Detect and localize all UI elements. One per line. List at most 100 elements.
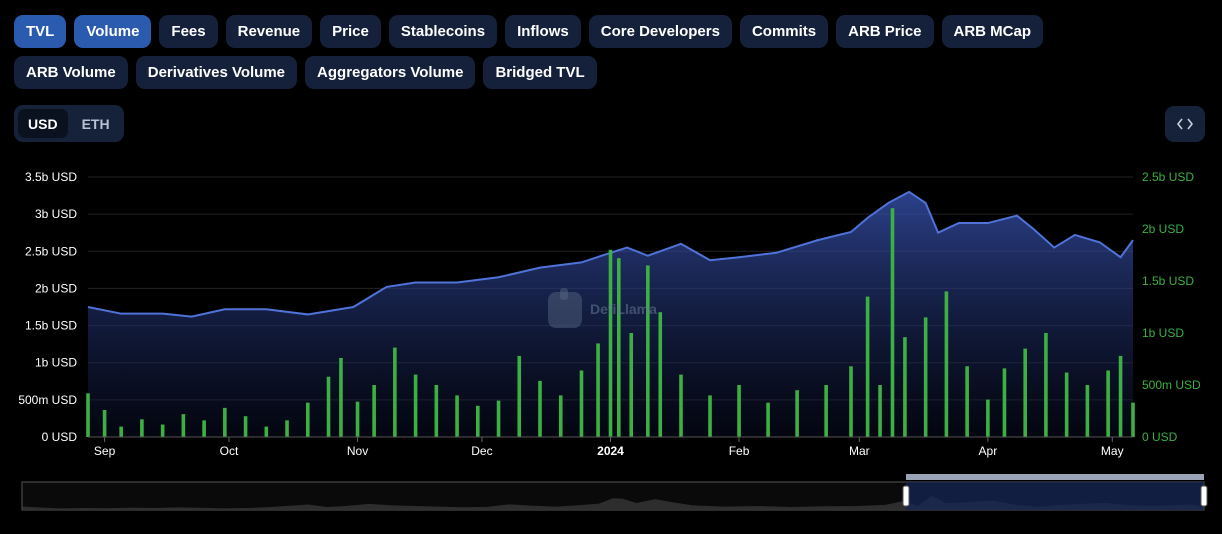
volume-bar [372, 385, 376, 437]
volume-bar [766, 402, 770, 437]
watermark-text: DefiLlama [590, 301, 657, 317]
volume-series [86, 208, 1135, 437]
volume-bar [865, 296, 870, 437]
watermark: DefiLlama [548, 288, 657, 328]
right-tick-label: 500m USD [1142, 378, 1201, 392]
currency-usd-option[interactable]: USD [18, 109, 68, 138]
x-tick-label: 2024 [597, 444, 624, 458]
left-tick-label: 3b USD [35, 207, 77, 221]
left-tick-label: 500m USD [18, 393, 77, 407]
right-tick-label: 0 USD [1142, 430, 1178, 444]
brush-left-handle[interactable] [902, 485, 910, 507]
left-tick-label: 0 USD [42, 430, 78, 444]
tvl-line [87, 190, 1134, 318]
volume-bar [965, 366, 969, 437]
volume-bar [393, 347, 397, 437]
volume-bar [223, 407, 227, 437]
x-axis: Sep Oct Nov Dec 2024 Feb Mar Apr May [88, 436, 1133, 458]
brush-move-handle[interactable] [906, 474, 1204, 480]
metric-tab-inflows[interactable]: Inflows [505, 15, 581, 48]
volume-bar [434, 385, 439, 437]
metric-tab-tvl[interactable]: TVL [14, 15, 67, 48]
volume-bar [1118, 355, 1123, 437]
x-tick-label: Dec [471, 444, 492, 458]
volume-bar [339, 357, 343, 437]
left-tick-label: 2.5b USD [25, 244, 77, 258]
left-tick-label: 3.5b USD [25, 170, 77, 184]
volume-bar [824, 385, 828, 437]
volume-bar [517, 355, 522, 437]
x-tick-label: Sep [94, 444, 116, 458]
x-tick-label: May [1101, 444, 1124, 458]
range-brush[interactable] [21, 474, 1208, 511]
code-brackets-icon [1177, 118, 1193, 130]
volume-bar [658, 312, 663, 437]
volume-bar [1131, 402, 1135, 437]
volume-bar [305, 402, 310, 437]
left-tick-label: 1b USD [35, 356, 77, 370]
volume-bar [202, 420, 206, 437]
volume-bar [923, 317, 928, 437]
volume-bar [1064, 372, 1069, 437]
right-tick-label: 2.5b USD [1142, 170, 1194, 184]
volume-bar [849, 366, 853, 437]
metric-tab-fees[interactable]: Fees [159, 15, 218, 48]
volume-bar [1106, 370, 1110, 437]
volume-bar [119, 426, 123, 437]
volume-bar [413, 374, 418, 437]
volume-bar [476, 405, 480, 437]
volume-bar [558, 395, 563, 437]
right-tick-label: 1b USD [1142, 326, 1184, 340]
volume-bar [708, 395, 712, 437]
volume-bar [903, 337, 907, 437]
metric-tab-price[interactable]: Price [320, 15, 381, 48]
x-tick-label: Apr [979, 444, 998, 458]
metric-tab-arb-mcap[interactable]: ARB MCap [941, 15, 1043, 48]
volume-bar [160, 424, 165, 437]
metric-tab-core-developers[interactable]: Core Developers [588, 15, 732, 48]
metric-tab-aggregators-volume[interactable]: Aggregators Volume [305, 56, 476, 89]
currency-eth-option[interactable]: ETH [81, 115, 110, 132]
volume-bar [596, 343, 600, 437]
metric-tab-volume[interactable]: Volume [74, 15, 152, 48]
volume-bar [140, 419, 144, 437]
volume-bar [181, 414, 186, 437]
volume-bar [102, 409, 107, 437]
metric-tab-arb-price[interactable]: ARB Price [836, 15, 934, 48]
x-tick-label: Feb [729, 444, 750, 458]
volume-bar [1023, 348, 1027, 437]
left-tick-label: 1.5b USD [25, 319, 77, 333]
volume-bar [616, 258, 621, 437]
volume-bar [679, 374, 683, 437]
volume-bar [1002, 368, 1007, 437]
metric-tab-commits[interactable]: Commits [739, 15, 829, 48]
right-tick-label: 2b USD [1142, 222, 1184, 236]
embed-button[interactable] [1165, 106, 1205, 142]
llama-logo-icon [548, 288, 582, 328]
metric-tab-derivatives-volume[interactable]: Derivatives Volume [135, 56, 298, 89]
volume-bar [878, 385, 882, 437]
volume-bar [737, 385, 741, 437]
volume-bar [890, 208, 895, 437]
volume-bar [264, 426, 269, 437]
volume-bar [1085, 385, 1090, 437]
tvl-volume-chart: 0 USD 500m USD 1b USD 1.5b USD 2b USD 2.5b US… [18, 170, 1208, 511]
metric-tab-arb-volume[interactable]: ARB Volume [14, 56, 128, 89]
metric-tab-stablecoins[interactable]: Stablecoins [388, 15, 498, 48]
metric-tab-bridged-tvl[interactable]: Bridged TVL [483, 56, 597, 89]
right-y-axis: 0 USD 500m USD 1b USD 1.5b USD 2b USD 2.5b US… [1142, 170, 1201, 444]
left-y-axis: 0 USD 500m USD 1b USD 1.5b USD 2b USD 2.5b US… [18, 170, 77, 444]
volume-bar [455, 395, 459, 437]
brush-right-handle[interactable] [1200, 485, 1208, 507]
x-tick-label: Mar [849, 444, 870, 458]
brush-selection[interactable] [906, 482, 1204, 510]
metric-tab-revenue[interactable]: Revenue [225, 15, 313, 48]
x-tick-label: Nov [347, 444, 368, 458]
volume-bar [986, 399, 990, 437]
metric-tabs: TVL Volume Fees Revenue Price Stablecoins Infl… [14, 15, 1134, 89]
volume-bar [608, 249, 613, 437]
volume-bar [795, 390, 799, 437]
volume-bar [496, 400, 501, 437]
volume-bar [355, 401, 360, 437]
volume-bar [285, 420, 289, 437]
